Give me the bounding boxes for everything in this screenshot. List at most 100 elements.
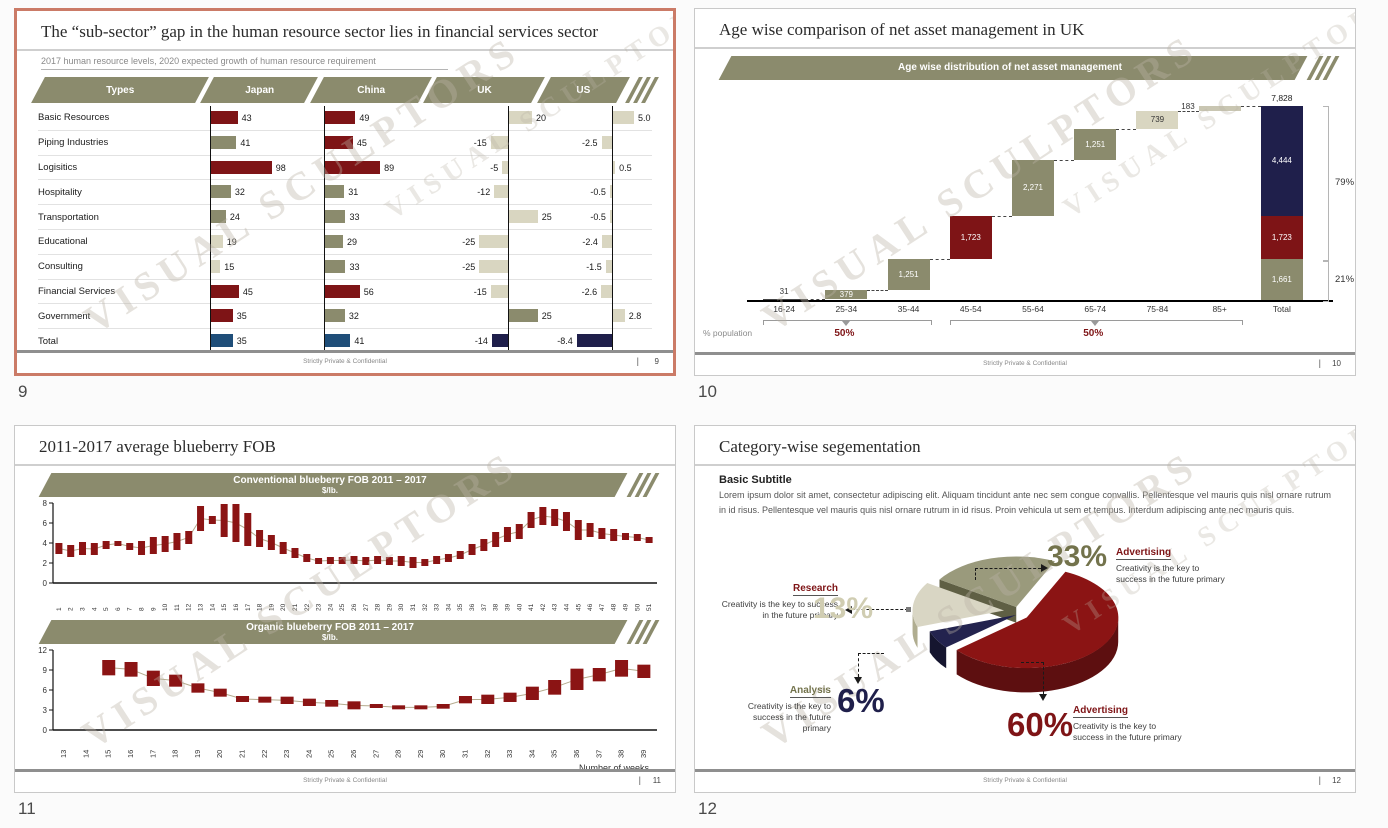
bar <box>613 160 616 174</box>
total-segment <box>1260 216 1303 259</box>
axis-line <box>612 229 613 255</box>
thumbnail-number-9: 9 <box>18 382 28 401</box>
candle-bar <box>138 541 146 555</box>
table-cell: 43 <box>206 106 318 131</box>
chart-banner-conventional: Conventional blueberry FOB 2011 – 2017 $/… <box>35 473 660 497</box>
banner-text: Age wise distribution of net asset manag… <box>898 62 1122 74</box>
candle-bar <box>633 534 641 541</box>
row-label: Transportation <box>38 211 99 223</box>
slide-thumbnail-11[interactable]: VISUAL SCULPTORS 2011-2017 average blueb… <box>14 425 676 793</box>
percent-label: 21% <box>1335 273 1355 285</box>
candle-bar <box>421 559 429 566</box>
axis-line <box>508 329 509 354</box>
bar-value: 56 <box>363 286 374 297</box>
table-row: Basic Resources 43 49 20 5.0 <box>38 106 652 131</box>
x-tick-label: 25 <box>339 603 346 611</box>
organic-fob-chart: 0 3 6 9 12 13 14 15 16 17 18 19 20 21 22 23 24 25 26 27 28 29… <box>23 646 667 767</box>
bar <box>509 309 538 323</box>
bar <box>211 160 272 174</box>
candle-bar <box>637 664 651 678</box>
candle-bar <box>303 554 311 562</box>
bar-value: 19 <box>226 236 237 247</box>
slide11-title: 2011-2017 average blueberry FOB <box>15 426 675 466</box>
footer-text: Strictly Private & Confidential <box>303 358 387 365</box>
x-tick-label: 26 <box>349 750 358 758</box>
bar-value: 739 <box>1150 115 1165 124</box>
x-tick-label: 40 <box>516 603 523 611</box>
bar-value: 35 <box>236 336 247 347</box>
axis-line <box>508 155 509 181</box>
bar-value: 1,251 <box>898 269 919 279</box>
footer-page-number: 12 <box>1332 776 1341 785</box>
table-cell: 0.5 <box>554 155 644 181</box>
candle-bar <box>645 537 653 543</box>
candle-bar <box>114 541 122 546</box>
callout-desc: Creativity is the key to success in the … <box>1116 563 1225 585</box>
table-cell: -0.5 <box>554 205 644 230</box>
segment-value: 1,723 <box>1271 232 1292 242</box>
bar <box>325 111 356 124</box>
table-cell: -2.5 <box>554 130 644 156</box>
bar-value: 98 <box>275 162 286 173</box>
table-cell: 25 <box>436 304 554 330</box>
candle-bar <box>592 668 606 682</box>
callout-label: Analysis <box>789 685 831 698</box>
slide-thumbnail-9[interactable]: VISUAL SCULPTORS VISUAL SCULPTORS The “s… <box>14 8 676 376</box>
callout-analysis-6: Analysis Creativity is the key to succes… <box>723 680 831 734</box>
footer-separator: | <box>638 775 641 785</box>
axis-line <box>612 106 613 131</box>
candle-bar <box>347 701 361 710</box>
x-tick-label: 35 <box>550 750 559 758</box>
candle-bar <box>126 543 134 550</box>
x-tick-label: 46 <box>587 603 594 611</box>
footer-page-number: 10 <box>1332 359 1341 368</box>
table-row: Government 35 32 25 2.8 <box>38 304 652 330</box>
x-tick-label: 29 <box>416 750 425 758</box>
candle-bar <box>173 533 181 550</box>
slide-thumbnail-10[interactable]: VISUAL SCULPTORS VISUAL SCULPTORS Age wi… <box>694 8 1356 376</box>
candle-bar <box>621 533 629 540</box>
thumbnail-number-12: 12 <box>698 799 717 818</box>
axis-line <box>324 205 325 230</box>
table-cell: -12 <box>436 180 554 206</box>
banner-text: Organic blueberry FOB 2011 – 2017 <box>246 621 414 633</box>
waterfall-bar <box>1136 111 1179 129</box>
bar <box>601 135 612 149</box>
x-tick-label: 27 <box>363 603 370 611</box>
bar-value: -5 <box>490 162 499 173</box>
candle-bar <box>385 557 393 565</box>
bar <box>605 259 612 273</box>
percent-bracket <box>1323 106 1329 261</box>
bar-value: -8.4 <box>557 336 573 347</box>
candle-bar <box>562 512 570 531</box>
bar-value: 89 <box>384 162 395 173</box>
axis-line <box>612 329 613 354</box>
percent-value: 33% <box>1047 540 1108 573</box>
connector-advertising60 <box>1021 662 1044 663</box>
banner-stripes <box>626 620 660 644</box>
candle-bar <box>191 683 205 693</box>
bar <box>325 309 345 323</box>
connector-line <box>1178 111 1199 112</box>
slide-thumbnail-12[interactable]: VISUAL SCULPTORS VISUAL SCULPTORS Catego… <box>694 425 1356 793</box>
bar-value: 183 <box>1181 102 1195 111</box>
bar <box>211 135 237 149</box>
waterfall-bar <box>763 299 806 300</box>
x-tick-label: 32 <box>422 603 429 611</box>
waterfall-chart: 31 379 1,251 1,723 2,271 1,251 739 183 1,661 1,72… <box>703 90 1354 339</box>
bar-value: 49 <box>359 113 370 123</box>
x-axis-label: Number of weeks <box>578 763 649 773</box>
footer-separator: | <box>636 356 639 366</box>
candle-bar <box>79 542 87 555</box>
candle-bar <box>527 512 535 528</box>
x-tick-label: 16-24 <box>773 304 795 314</box>
x-tick-label: 55-64 <box>1022 304 1044 314</box>
candle-bar <box>392 705 406 710</box>
candle-bar <box>409 557 417 568</box>
x-tick-label: 38 <box>617 750 626 758</box>
x-tick-label: 17 <box>245 603 252 611</box>
table-row: Consulting 15 33 -25 -1.5 <box>38 254 652 280</box>
candle-bar <box>551 509 559 526</box>
connector-line <box>991 216 1012 217</box>
connector-line <box>1116 129 1137 130</box>
